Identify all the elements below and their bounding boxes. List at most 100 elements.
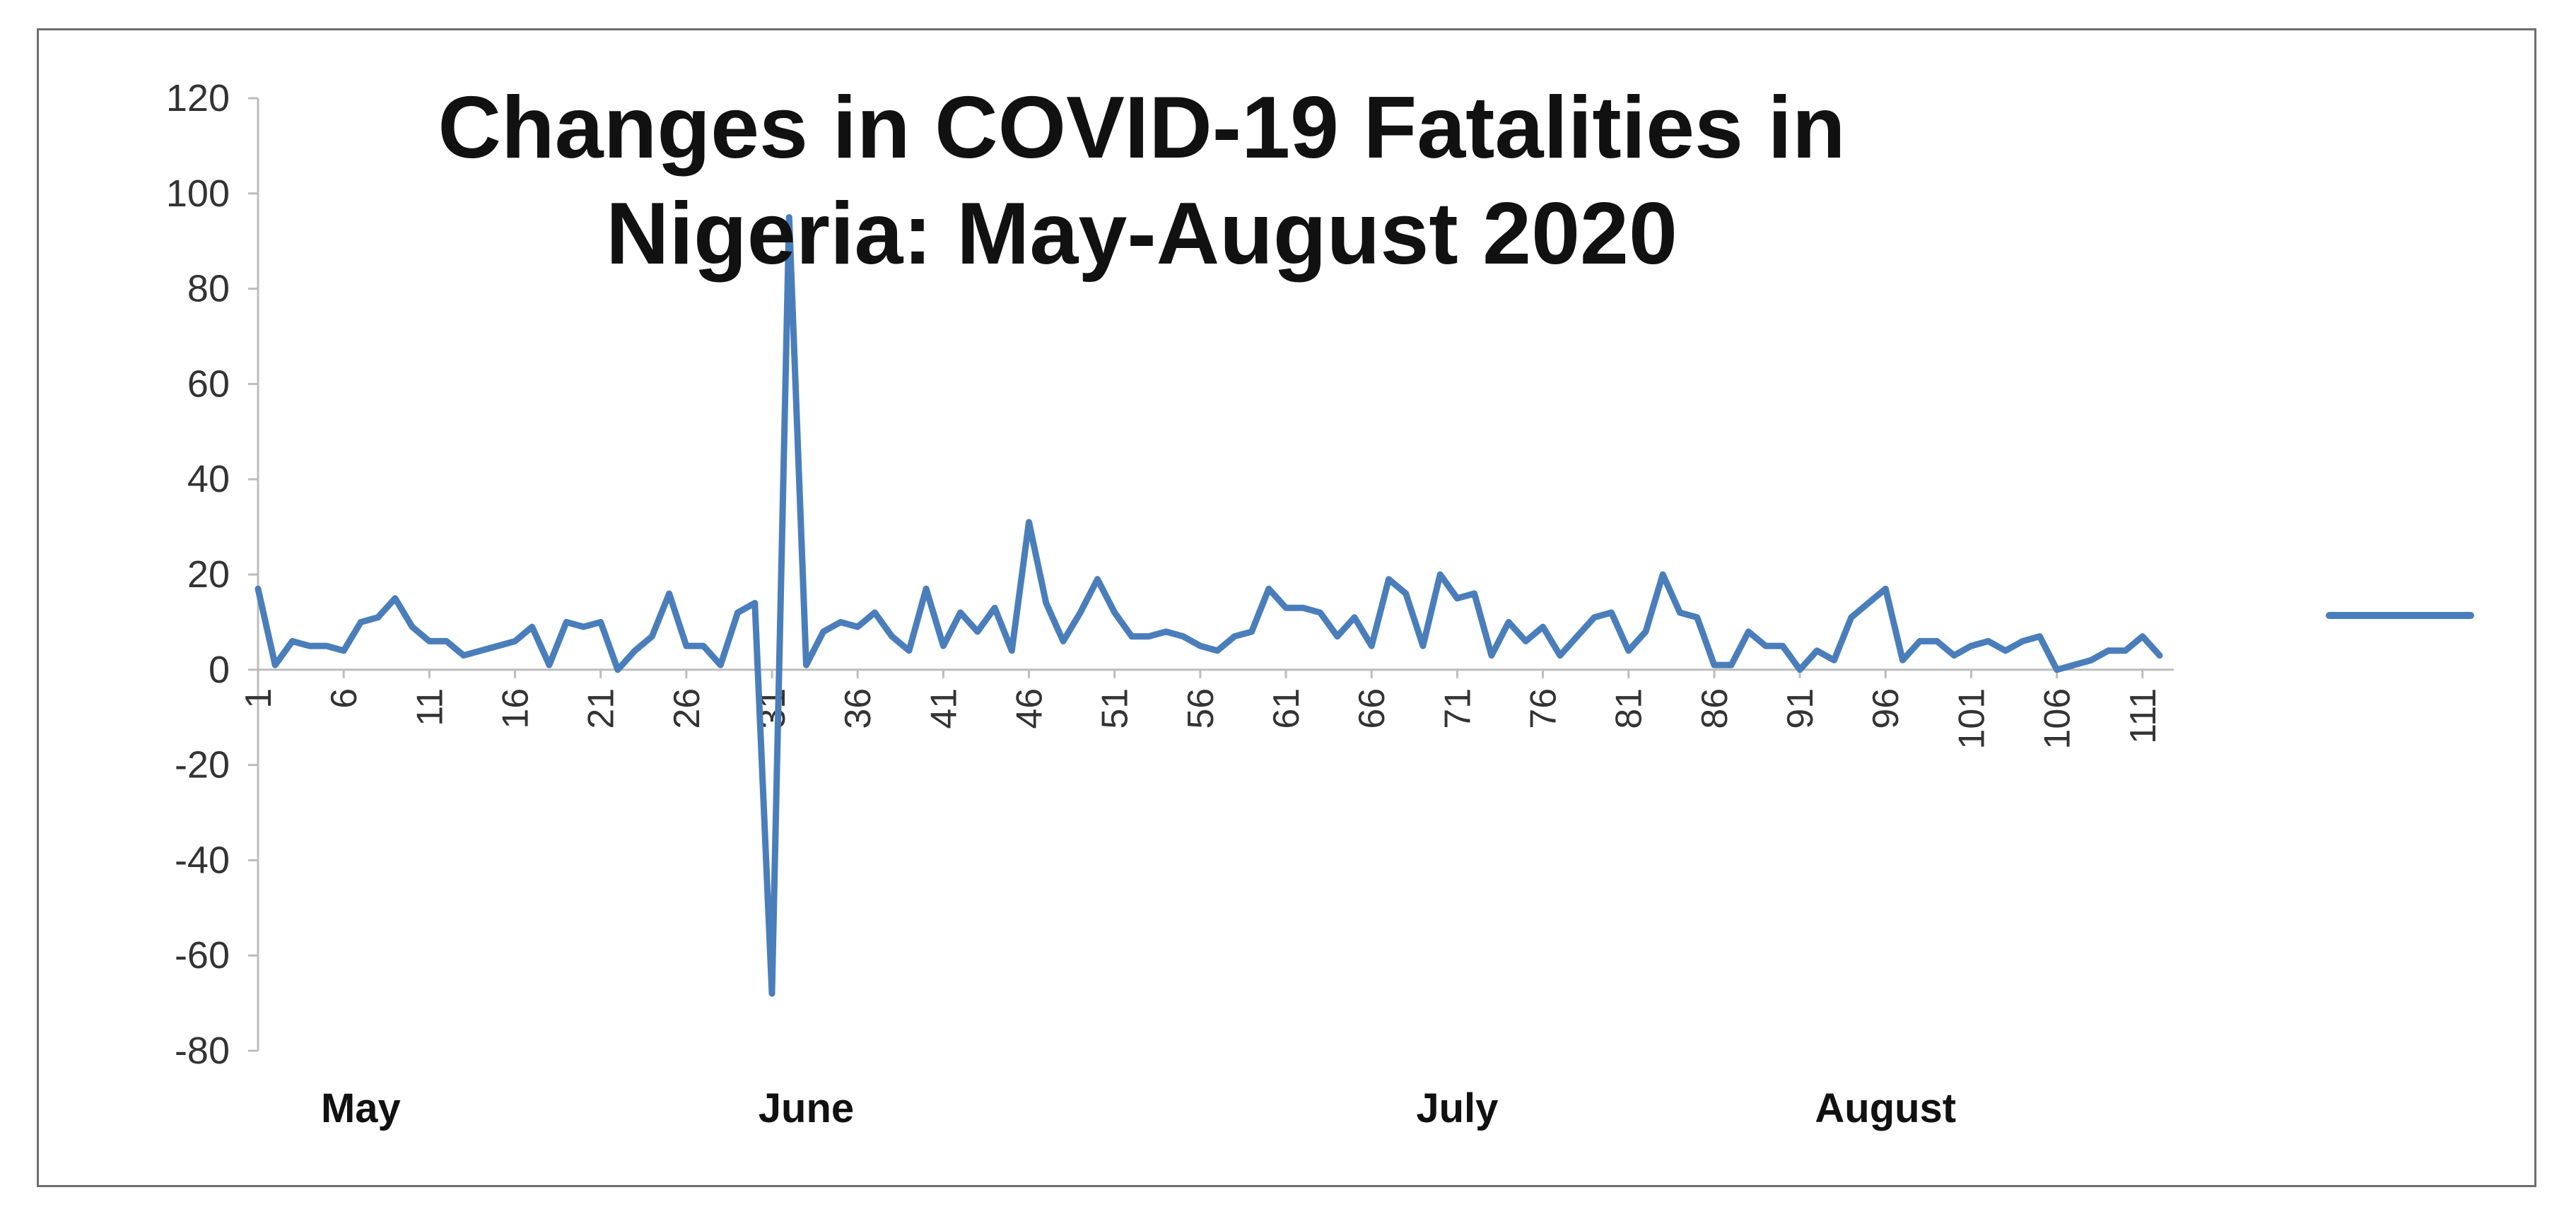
data-point — [856, 625, 860, 629]
data-point — [942, 644, 945, 648]
data-point — [890, 635, 894, 638]
x-tick-label: 111 — [2123, 688, 2164, 744]
data-point — [1884, 587, 1887, 591]
series-layer — [254, 214, 2163, 997]
data-point — [1489, 654, 1493, 657]
data-point — [2038, 635, 2042, 638]
data-point — [650, 635, 654, 638]
data-point — [2003, 649, 2007, 652]
y-tick-label: -80 — [175, 1030, 230, 1072]
axes — [248, 97, 2174, 1052]
x-tick-label: 36 — [838, 688, 879, 729]
data-point — [2090, 659, 2093, 662]
data-point — [1352, 615, 1356, 619]
data-point — [1798, 668, 1802, 671]
data-point — [1044, 601, 1048, 605]
data-point — [616, 668, 619, 671]
data-point — [513, 639, 517, 643]
data-point — [1832, 659, 1836, 662]
data-point — [479, 649, 483, 652]
month-label: May — [321, 1085, 401, 1131]
data-point — [736, 611, 739, 614]
data-point — [496, 644, 500, 648]
data-point — [1198, 644, 1202, 648]
data-point — [1473, 591, 1476, 595]
data-point — [838, 620, 842, 624]
data-point — [1113, 611, 1116, 614]
data-point — [1524, 639, 1528, 643]
x-tick-label: 106 — [2037, 688, 2078, 750]
y-tick-label: 20 — [187, 553, 230, 596]
data-point — [753, 601, 756, 605]
y-tick-label: -60 — [175, 934, 230, 977]
data-point — [1062, 639, 1065, 643]
data-point — [393, 596, 397, 600]
data-point — [376, 615, 380, 619]
data-point — [667, 591, 671, 595]
x-tick-label: 61 — [1266, 688, 1307, 729]
x-tick-label: 46 — [1009, 688, 1050, 729]
data-point — [2107, 649, 2110, 652]
data-point — [1901, 659, 1904, 662]
figure-frame: 120 100 80 60 40 20 0 -20 -40 -60 -80 1 6 11 16 21 26 31… — [37, 28, 2536, 1187]
month-label: August — [1815, 1085, 1956, 1131]
data-point — [308, 644, 311, 648]
series-line — [254, 214, 2163, 997]
data-point — [1695, 615, 1699, 619]
data-point — [1610, 611, 1613, 614]
y-tick-label: 100 — [166, 172, 230, 215]
x-tick-labels: 1 6 11 16 21 26 31 36 41 46 51 56 61 66 71 76 81 86 91 96 10… — [238, 688, 2164, 750]
data-point — [342, 649, 346, 652]
data-point — [1712, 664, 1716, 667]
data-point — [1953, 654, 1956, 657]
data-point — [1250, 630, 1253, 633]
x-tick-label: 16 — [496, 688, 537, 729]
data-point — [1576, 635, 1579, 638]
data-point — [1181, 635, 1185, 638]
data-point — [993, 606, 997, 610]
data-point — [1010, 649, 1014, 652]
data-point — [1730, 664, 1733, 667]
y-tick-label: 120 — [166, 77, 230, 119]
x-tick-label: 101 — [1951, 688, 1992, 750]
data-point — [547, 664, 551, 667]
data-point — [1079, 611, 1082, 614]
data-point — [565, 620, 568, 624]
data-point — [274, 664, 277, 667]
data-point — [1815, 649, 1819, 652]
x-tick-label: 21 — [581, 688, 622, 729]
data-point — [1284, 606, 1288, 610]
y-tick-label: -40 — [175, 839, 230, 881]
data-point — [873, 611, 877, 614]
data-point — [1747, 630, 1750, 633]
data-point — [976, 630, 979, 633]
data-point — [462, 654, 465, 657]
data-point — [411, 625, 414, 629]
data-point — [1027, 520, 1031, 524]
x-tick-label: 86 — [1694, 688, 1735, 729]
data-point — [1216, 649, 1219, 652]
data-point — [1318, 611, 1322, 614]
x-tick-label: 56 — [1181, 688, 1222, 729]
y-tick-label: 0 — [209, 649, 230, 691]
data-point — [1421, 644, 1424, 648]
x-tick-label: 6 — [324, 688, 365, 709]
data-point — [359, 620, 363, 624]
x-tick-label: 1 — [238, 688, 279, 709]
data-point — [291, 639, 294, 643]
x-tick-label: 26 — [667, 688, 708, 729]
data-point — [1764, 644, 1767, 648]
data-point — [1507, 620, 1511, 624]
x-tick-label: 11 — [409, 688, 450, 726]
data-point — [1301, 606, 1305, 610]
data-point — [1969, 644, 1973, 648]
data-point — [428, 639, 431, 643]
data-point — [1096, 577, 1099, 581]
data-point — [1558, 654, 1562, 657]
data-point — [684, 644, 688, 648]
data-point — [925, 587, 928, 591]
month-labels: May June July August — [321, 1085, 1956, 1131]
data-point — [1335, 635, 1339, 638]
data-point — [771, 992, 774, 996]
x-tick-label: 41 — [923, 688, 964, 729]
